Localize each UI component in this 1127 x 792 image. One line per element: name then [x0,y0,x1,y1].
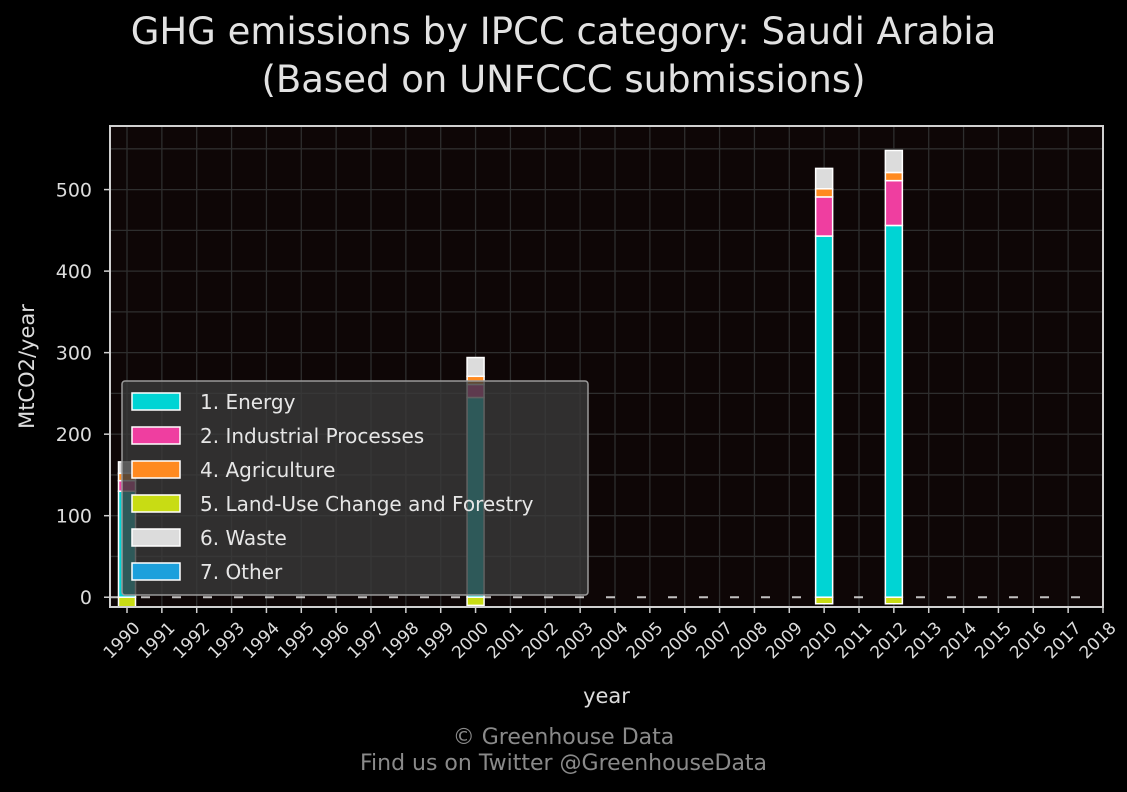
legend-swatch [131,392,181,411]
x-tick-label: 2017 [1041,618,1086,663]
plot-frame [109,125,1104,608]
bar-segment [814,196,834,237]
chart-title-line1: GHG emissions by IPCC category: Saudi Ar… [130,10,997,53]
x-tick-label: 2012 [867,618,912,663]
x-tick-label: 2008 [727,618,772,663]
bar-segment [884,596,904,605]
x-tick-label: 1997 [344,618,389,663]
x-tick-label: 1991 [135,618,180,663]
legend-swatch [131,494,181,513]
x-tick-label: 2018 [1076,618,1121,663]
x-tick-label: 2000 [448,618,493,663]
y-axis-label: MtCO2/year [15,304,39,429]
bar-segment [884,224,904,598]
bar-segment [117,596,137,608]
x-tick-label: 1993 [204,618,249,663]
chart-title: GHG emissions by IPCC category: Saudi Ar… [0,8,1127,104]
x-tick-label: 2005 [623,618,668,663]
legend-label: 6. Waste [200,526,287,550]
legend-label: 7. Other [200,560,283,584]
bar-segment [814,596,834,605]
footer-twitter: Find us on Twitter @GreenhouseData [359,751,768,776]
x-tick-label: 2007 [692,618,737,663]
x-tick-label: 1990 [100,618,145,663]
bar-segment [466,596,485,607]
bar-segment [814,235,834,598]
bar-segment [884,149,904,174]
bar-segment [884,179,904,227]
y-tick-label: 0 [80,587,92,609]
legend-label: 4. Agriculture [200,458,335,482]
x-tick-label: 2016 [1006,618,1051,663]
x-tick-label: 1996 [309,618,354,663]
y-tick-label: 400 [56,261,92,283]
legend-swatch [131,426,181,445]
legend-label: 1. Energy [200,390,296,414]
x-tick-label: 1998 [379,618,424,663]
x-tick-label: 1999 [414,618,459,663]
x-tick-label: 2004 [588,618,633,663]
bar-segment [884,171,904,182]
x-axis-label: year [583,684,630,708]
x-tick-label: 2009 [762,618,807,663]
y-tick-label: 200 [56,424,92,446]
bar-segment [466,356,485,378]
x-tick-label: 2015 [971,618,1016,663]
x-tick-label: 1992 [170,618,215,663]
x-tick-label: 2011 [832,618,877,663]
legend-label: 2. Industrial Processes [200,424,424,448]
legend-swatch [131,460,181,479]
footer-copyright: © Greenhouse Data [452,725,675,750]
legend-label: 5. Land-Use Change and Forestry [200,492,534,516]
bar-segment [814,188,834,198]
x-tick-label: 2001 [483,618,528,663]
y-tick-label: 500 [56,180,92,202]
legend-swatch [131,528,181,547]
x-tick-label: 1995 [274,618,319,663]
x-tick-label: 1994 [239,618,284,663]
x-tick-label: 2013 [902,618,947,663]
x-tick-label: 2006 [658,618,703,663]
x-tick-label: 2003 [553,618,598,663]
legend-box [121,380,589,596]
y-tick-label: 300 [56,343,92,365]
y-tick-label: 100 [56,506,92,528]
x-tick-label: 2014 [936,618,981,663]
bar-segment [814,167,834,190]
x-tick-label: 2010 [797,618,842,663]
x-tick-label: 2002 [518,618,563,663]
legend-swatch [131,562,181,581]
chart-title-line2: (Based on UNFCCC submissions) [261,58,866,101]
